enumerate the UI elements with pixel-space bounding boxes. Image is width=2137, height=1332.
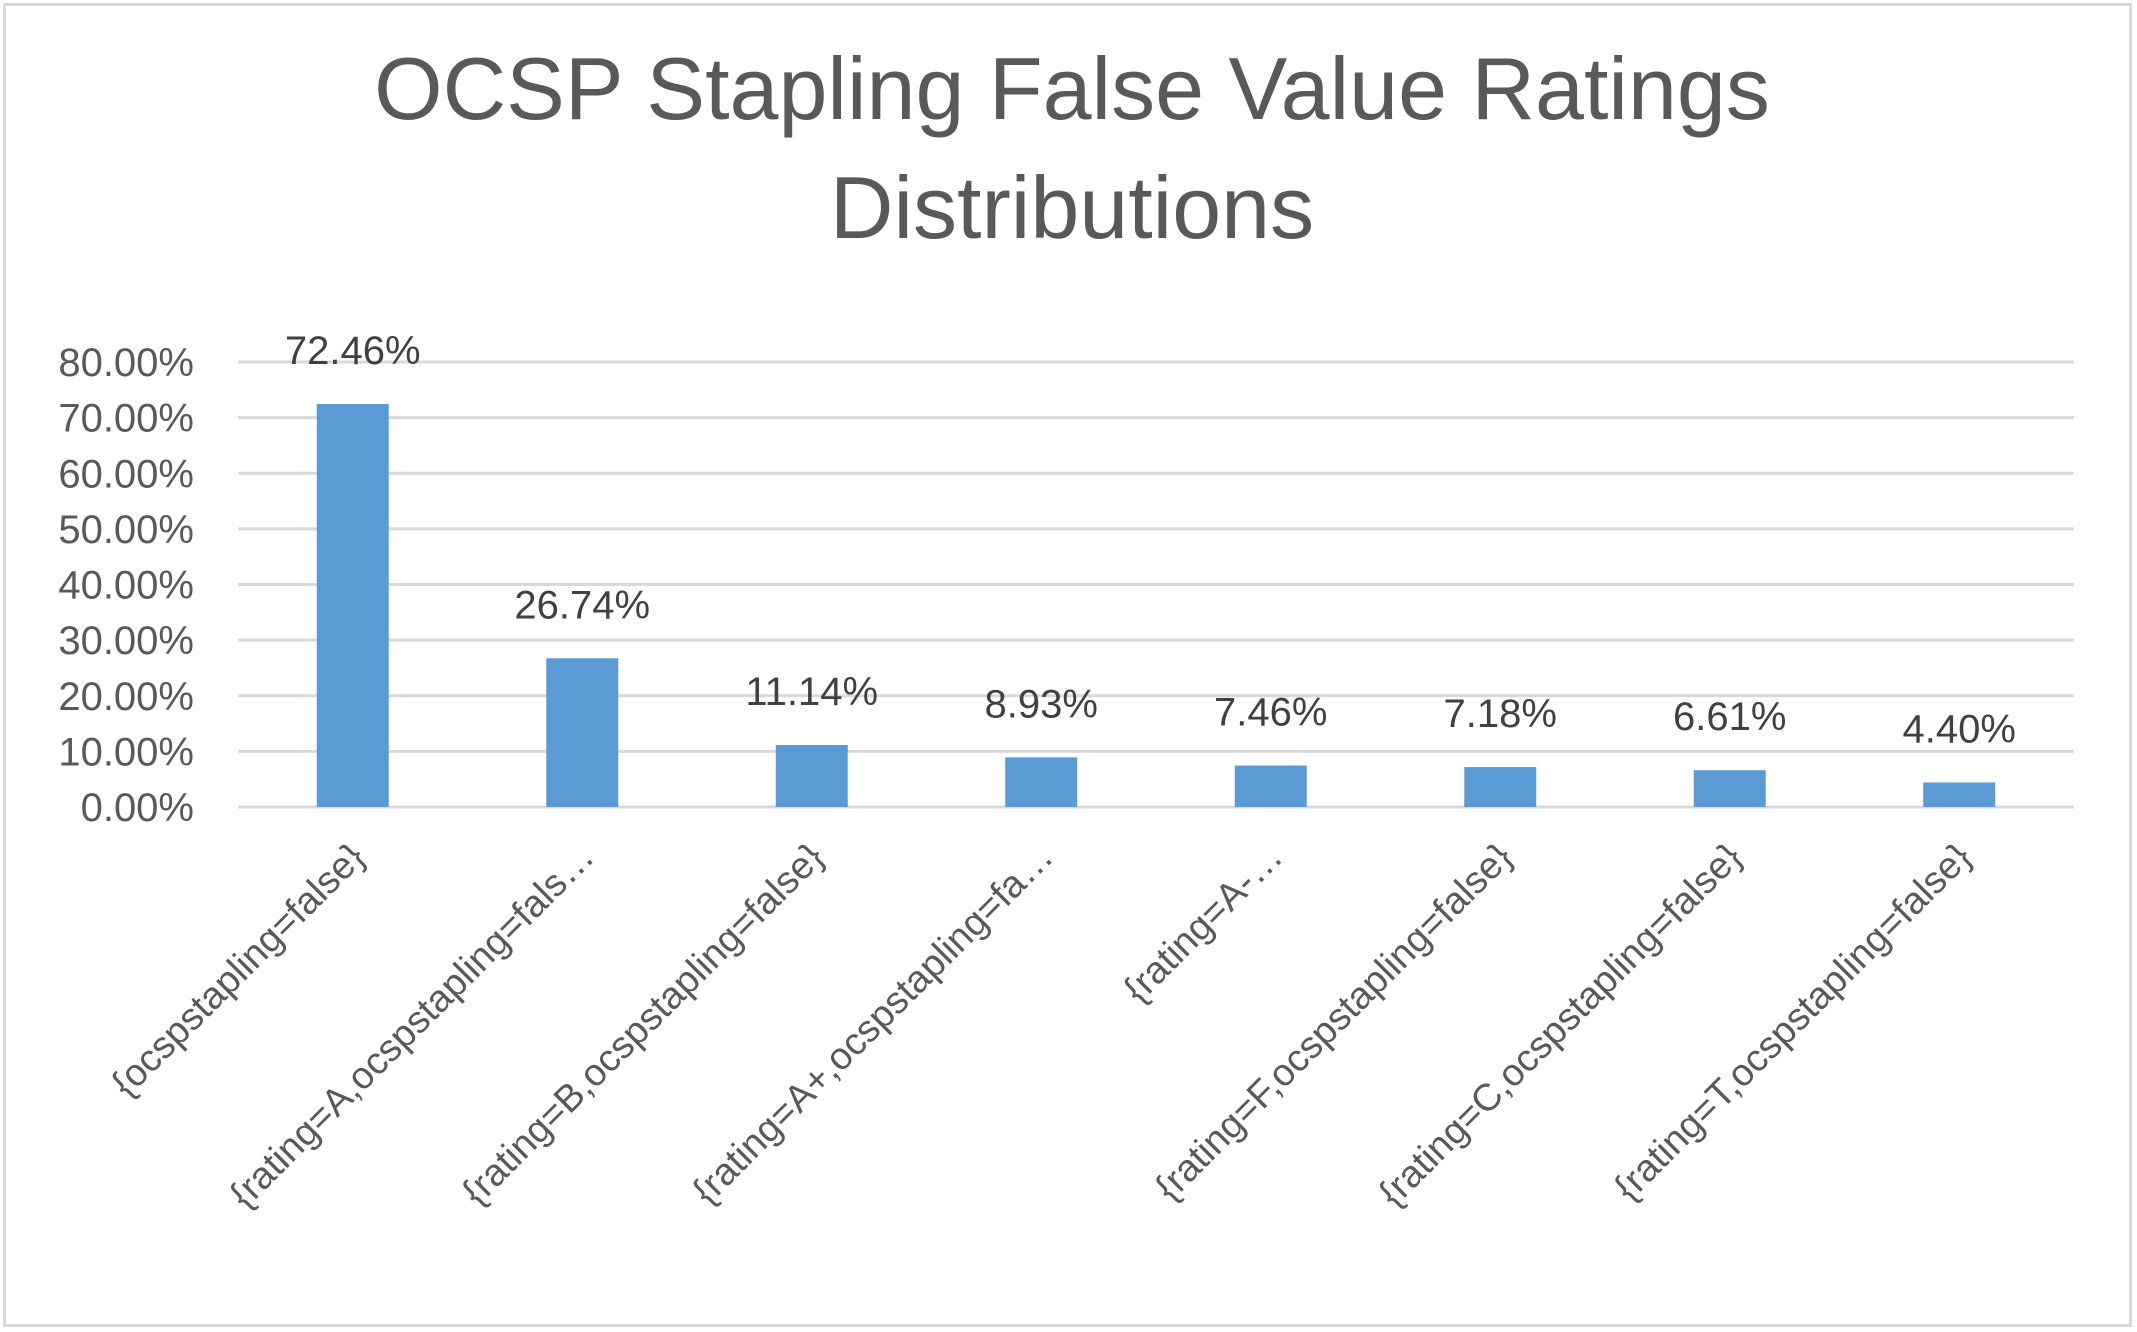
data-label: 11.14% [745,670,878,714]
x-axis-category-labels: {ocspstapling=false}{rating=A,ocspstapli… [104,836,1980,1217]
bars [316,403,1996,807]
y-tick-label: 70.00% [58,397,194,441]
chart-title-line: OCSP Stapling False Value Ratings [374,39,1770,138]
bar-chart: OCSP Stapling False Value Ratings Distrib… [58,39,2074,1217]
category-label: {rating=T,ocspstapling=false} [1606,836,1979,1209]
bar [1234,765,1307,807]
bar [1005,757,1078,807]
chart-frame: OCSP Stapling False Value Ratings Distrib… [3,3,2132,1327]
bar [1923,782,1996,807]
y-tick-label: 30.00% [58,619,194,663]
data-label: 7.18% [1444,692,1557,736]
data-label: 6.61% [1673,695,1786,739]
gridlines [238,360,2074,809]
y-tick-label: 0.00% [81,786,194,830]
category-label: {rating=A,ocspstapling=fals… [222,836,603,1217]
y-tick-label: 20.00% [58,675,194,719]
y-tick-label: 80.00% [58,341,194,385]
bar [1693,770,1766,807]
chart-title-line: Distributions [830,158,1314,257]
data-labels: 72.46% 26.74% 11.14% 8.93% 7.46% 7.18% 6.61% 4.… [285,329,2016,752]
bar [316,403,389,807]
bar [775,745,848,807]
y-tick-label: 40.00% [58,564,194,608]
category-label: {rating=A-… [1116,836,1291,1011]
bar [546,658,619,807]
y-tick-label: 10.00% [58,730,194,774]
data-label: 72.46% [285,329,421,373]
category-label: {ocspstapling=false} [104,836,373,1105]
bar [1464,767,1537,807]
category-label: {rating=B,ocspstapling=false} [454,836,832,1214]
chart-title: OCSP Stapling False Value Ratings Distrib… [374,39,1770,257]
data-label: 26.74% [514,583,650,627]
category-label: {rating=F,ocspstapling=false} [1147,836,1520,1209]
y-tick-label: 60.00% [58,452,194,496]
y-axis-tick-labels: 0.00% 10.00% 20.00% 30.00% 40.00% 50.00% 60.00… [58,341,194,830]
category-label: {rating=A+,ocspstapling=fa… [685,836,1062,1213]
data-label: 8.93% [985,682,1098,726]
category-label: {rating=C,ocspstapling=false} [1371,836,1750,1215]
data-label: 7.46% [1214,691,1327,735]
data-label: 4.40% [1903,708,2016,752]
y-tick-label: 50.00% [58,508,194,552]
